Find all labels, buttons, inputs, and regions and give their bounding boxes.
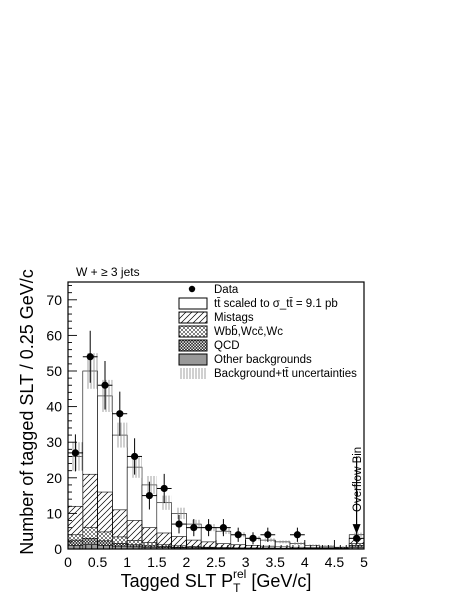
x-axis-title: Tagged SLT PTrel [GeV/c] [121,567,312,595]
x-tick-label: 3 [242,554,250,570]
data-point [234,531,242,539]
legend-mistags-label: Mistags [214,312,254,324]
uncertainty-band [353,532,364,537]
legend-mistags-swatch [178,311,208,324]
other-bar [82,544,98,550]
y-tick-label: 40 [46,399,62,415]
data-layer [68,330,364,545]
data-point [116,410,124,418]
data-point [219,524,227,532]
uncertainty-band [176,507,187,520]
y-tick-label: 20 [46,470,62,486]
corner-label: W + ≥ 3 jets [76,265,140,279]
uncertainty-band [102,379,113,412]
data-point [293,531,301,539]
legend-qcd-swatch [178,339,208,352]
x-ticks: 0 0.5 1 1.5 2 2.5 3 3.5 4 4.5 5 [64,540,368,570]
x-tick-label: 4 [301,554,309,570]
data-point [205,524,213,532]
legend-qcd-label: QCD [214,340,240,352]
uncertainty-band [190,519,202,529]
legend-data-marker [188,285,196,293]
legend-ttbar-label: tt̄ scaled to σ_tt̄ = 9.1 pb [214,298,338,310]
data-point [131,452,139,461]
y-tick-label: 50 [46,363,62,379]
uncertainty-band [72,442,83,471]
x-tick-label: 3.5 [265,554,285,570]
x-tick-label: 1.5 [147,554,167,570]
uncertainty-band [324,545,335,548]
y-tick-label: 60 [46,327,62,343]
data-point [86,353,94,361]
uncertainty-band [338,546,350,549]
y-tick-label: 0 [54,541,62,557]
overflow-label: Overflow Bin [352,447,364,512]
x-tick-label: 4.5 [325,554,345,570]
legend-uncert-label: Background+tt̄ uncertainties [214,368,357,380]
uncertainty-band [131,456,142,478]
legend-ttbar-swatch [178,297,208,310]
uncertainty-layer [72,353,364,549]
y-tick-label: 30 [46,434,62,450]
y-tick-label: 70 [46,292,62,308]
data-point [353,534,361,542]
uncertainty-band [116,422,128,448]
data-point [190,524,198,532]
uncertainty-band [279,540,290,544]
x-tick-label: 2 [183,554,191,570]
x-tick-label: 2.5 [206,554,226,570]
x-tick-label: 0 [64,554,72,570]
uncertainty-band [161,495,172,510]
data-point [145,492,153,500]
legend-other-swatch [178,353,208,366]
legend-data-label: Data [214,284,239,296]
x-tick-label: 0.5 [88,554,108,570]
y-axis-title: Number of tagged SLT / 0.25 GeV/c [17,269,37,555]
overflow-arrow-head [352,524,361,535]
uncertainty-band [220,528,231,535]
data-point [71,449,79,457]
y-ticks: 0 10 20 30 40 50 60 70 [46,285,77,557]
x-tick-label: 5 [360,554,368,570]
data-point [101,381,109,389]
data-point [264,531,272,539]
legend-uncert-swatch [179,368,207,379]
uncertainty-band [264,538,276,542]
legend-wbb-label: Wbb̄,Wcc̄,Wc [214,325,283,338]
x-tick-label: 1 [123,554,131,570]
data-point [249,534,257,542]
data-point [160,484,168,493]
legend: Data tt̄ scaled to σ_tt̄ = 9.1 pb Mistag… [178,284,357,380]
uncertainty-band [146,476,157,494]
data-point [175,520,183,528]
uncertainty-band [87,353,98,389]
y-tick-label: 10 [46,505,62,521]
legend-wbb-swatch [178,325,208,338]
uncertainty-band [294,542,305,546]
legend-other-label: Other backgrounds [214,354,312,366]
uncertainty-band [309,544,320,547]
